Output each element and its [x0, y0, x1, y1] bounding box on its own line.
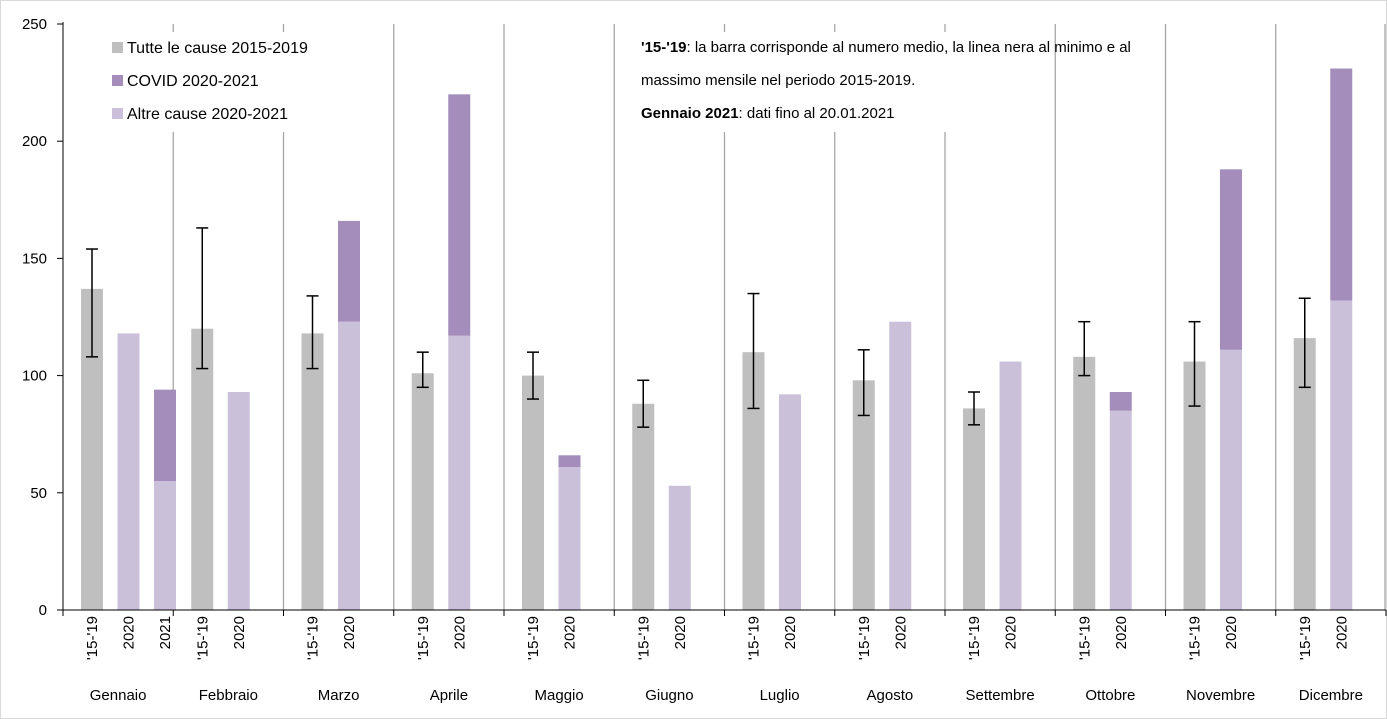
- legend-label-baseline: Tutte le cause 2015-2019: [127, 40, 308, 57]
- x-tick-label: 2020: [1003, 616, 1020, 649]
- y-tick-label: 0: [39, 602, 47, 619]
- bar-covid-gennaio: [154, 389, 176, 482]
- bar-baseline-giugno: [632, 403, 655, 610]
- bar-other-febbraio: [227, 392, 250, 610]
- x-tick-label: '15-'19: [1297, 616, 1314, 660]
- bars-layer: [81, 68, 1353, 610]
- x-tick-label: 2020: [121, 616, 138, 649]
- bar-baseline-marzo: [301, 333, 324, 610]
- x-tick-label: 2020: [341, 616, 358, 649]
- axes-layer: '15-'19 2020 2021 Gennaio '15-'19 2020 Febbrai…: [22, 16, 1387, 704]
- month-label: Settembre: [966, 687, 1035, 704]
- month-label: Maggio: [535, 687, 584, 704]
- bar-other-aprile: [448, 335, 471, 610]
- bar-other-luglio: [779, 394, 801, 610]
- month-label: Dicembre: [1299, 687, 1363, 704]
- bar-other-dicembre: [1330, 300, 1353, 610]
- notes-box: '15-'19: la barra corrisponde al numero …: [636, 32, 1131, 132]
- x-tick-label: '15-'19: [1076, 616, 1093, 660]
- note-bold: '15-'19: [641, 39, 687, 56]
- x-tick-label: '15-'19: [525, 616, 542, 660]
- y-tick-label: 100: [22, 368, 47, 385]
- month-label: Agosto: [867, 687, 914, 704]
- month-label: Febbraio: [199, 687, 258, 704]
- legend-background: [78, 32, 360, 132]
- x-tick-label: 2020: [782, 616, 799, 649]
- x-tick-label: 2020: [231, 616, 248, 649]
- note-text: : dati fino al 20.01.2021: [739, 105, 895, 122]
- note-line: '15-'19: la barra corrisponde al numero …: [641, 39, 1131, 56]
- bar-covid-aprile: [448, 94, 471, 336]
- bar-other-gennaio: [154, 481, 176, 610]
- x-tick-label: 2020: [451, 616, 468, 649]
- month-label: Novembre: [1186, 687, 1255, 704]
- legend-label-other: Altre cause 2020-2021: [127, 106, 288, 123]
- notes-background: [636, 32, 962, 132]
- legend-swatch-baseline: [112, 42, 123, 53]
- x-tick-label: '15-'19: [1187, 616, 1204, 660]
- x-tick-label: '15-'19: [635, 616, 652, 660]
- note-bold: Gennaio 2021: [641, 105, 739, 122]
- x-tick-label: 2020: [1223, 616, 1240, 649]
- bar-other-maggio: [558, 467, 581, 610]
- bar-baseline-luglio: [742, 352, 765, 610]
- month-label: Luglio: [760, 687, 800, 704]
- bar-covid-dicembre: [1330, 68, 1353, 301]
- x-tick-label: '15-'19: [856, 616, 873, 660]
- x-tick-label: '15-'19: [415, 616, 432, 660]
- note-line: massimo mensile nel periodo 2015-2019.: [641, 72, 915, 89]
- month-label: Aprile: [430, 687, 468, 704]
- bar-other-giugno: [668, 485, 691, 610]
- bar-baseline-ottobre: [1073, 356, 1096, 610]
- y-tick-label: 50: [30, 485, 47, 502]
- x-tick-label: '15-'19: [966, 616, 983, 660]
- x-tick-label: 2020: [672, 616, 689, 649]
- bar-covid-marzo: [338, 220, 360, 322]
- y-tick-label: 150: [22, 250, 47, 267]
- legend-label-covid: COVID 2020-2021: [127, 73, 259, 90]
- bar-baseline-gennaio: [81, 288, 103, 610]
- bar-other-agosto: [889, 321, 912, 610]
- month-label: Giugno: [645, 687, 693, 704]
- month-label: Gennaio: [90, 687, 147, 704]
- legend: Tutte le cause 2015-2019 COVID 2020-2021 A…: [78, 32, 360, 132]
- y-tick-label: 250: [22, 16, 47, 33]
- bar-other-settembre: [999, 361, 1022, 610]
- note-text: : la barra corrisponde al numero medio, …: [687, 39, 1131, 56]
- x-tick-label: '15-'19: [84, 616, 101, 660]
- bar-other-marzo: [338, 321, 360, 610]
- month-label: Marzo: [318, 687, 360, 704]
- bar-baseline-novembre: [1183, 361, 1206, 610]
- x-tick-label: '15-'19: [746, 616, 763, 660]
- bar-covid-novembre: [1220, 169, 1242, 350]
- x-tick-label: 2020: [562, 616, 579, 649]
- legend-swatch-covid: [112, 75, 123, 86]
- bar-covid-ottobre: [1109, 392, 1132, 411]
- x-tick-label: 2021: [157, 616, 174, 649]
- x-tick-label: 2020: [1333, 616, 1350, 649]
- month-label: Ottobre: [1085, 687, 1135, 704]
- note-line: Gennaio 2021: dati fino al 20.01.2021: [641, 105, 895, 122]
- bar-baseline-maggio: [522, 375, 544, 610]
- x-tick-label: '15-'19: [194, 616, 211, 660]
- bar-other-novembre: [1220, 349, 1242, 610]
- bar-other-gennaio: [117, 333, 140, 610]
- bar-covid-maggio: [558, 455, 581, 468]
- bar-baseline-aprile: [411, 373, 434, 610]
- x-tick-label: 2020: [892, 616, 909, 649]
- x-tick-label: '15-'19: [305, 616, 322, 660]
- x-tick-label: 2020: [1113, 616, 1130, 649]
- note-text: massimo mensile nel periodo 2015-2019.: [641, 72, 915, 89]
- legend-swatch-other: [112, 108, 123, 119]
- y-tick-label: 200: [22, 133, 47, 150]
- bar-baseline-agosto: [852, 380, 875, 610]
- bar-baseline-settembre: [963, 408, 985, 610]
- bar-baseline-febbraio: [191, 328, 214, 610]
- bar-other-ottobre: [1109, 410, 1132, 610]
- bar-baseline-dicembre: [1293, 338, 1316, 610]
